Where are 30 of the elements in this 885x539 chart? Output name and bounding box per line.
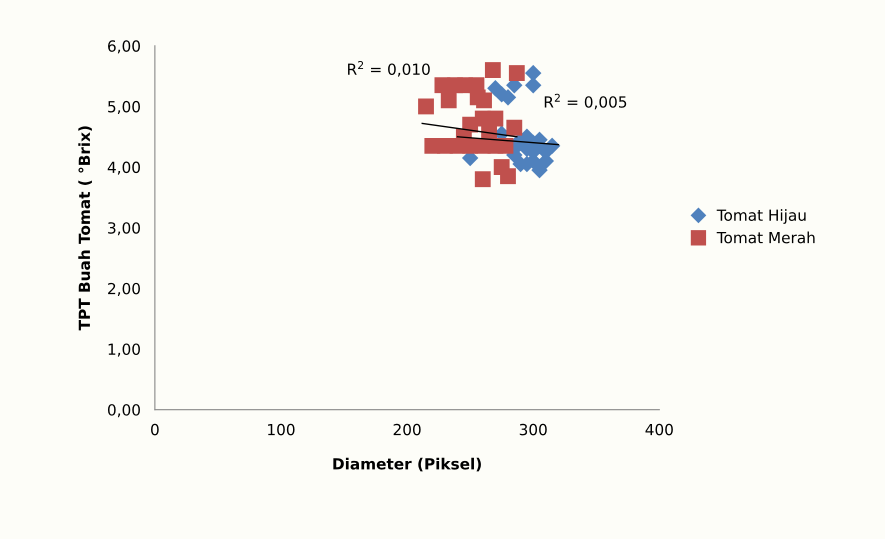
x-tick-label: 300 (520, 424, 547, 436)
annotation: R$^{2}$ = 0,005 (544, 94, 626, 110)
x-tick-label: 400 (645, 424, 673, 436)
legend-label: Tomat Merah (716, 232, 815, 244)
point (531, 162, 548, 178)
point (440, 92, 457, 108)
y-tick-label: 4,00 (108, 162, 140, 175)
y-tick-label: 5,00 (108, 100, 140, 114)
point (506, 120, 522, 136)
y-tick-label: 2,00 (108, 282, 140, 296)
point (524, 64, 542, 82)
y-tick-label: 3,00 (108, 222, 140, 236)
point (524, 77, 542, 94)
y-tick-label: 0,00 (108, 404, 140, 418)
x-tick-label: 0 (151, 424, 159, 436)
point (500, 168, 516, 184)
point (508, 65, 525, 82)
point (498, 138, 514, 154)
y-tick-label: 1,00 (108, 343, 140, 357)
y-axis-title: TPT Buah Tomat ( °Brix) (78, 126, 92, 330)
x-tick-label: 100 (268, 424, 295, 436)
legend-label: Tomat Hijau (716, 209, 806, 224)
annotation: R$^{2}$ = 0,010 (348, 61, 430, 77)
x-tick-label: 200 (394, 424, 421, 436)
y-tick-label: 6,00 (108, 40, 140, 54)
point (418, 98, 434, 114)
point (474, 171, 491, 188)
point (476, 92, 492, 108)
point (484, 62, 501, 78)
x-axis-title: Diameter (Piksel) (333, 458, 481, 472)
